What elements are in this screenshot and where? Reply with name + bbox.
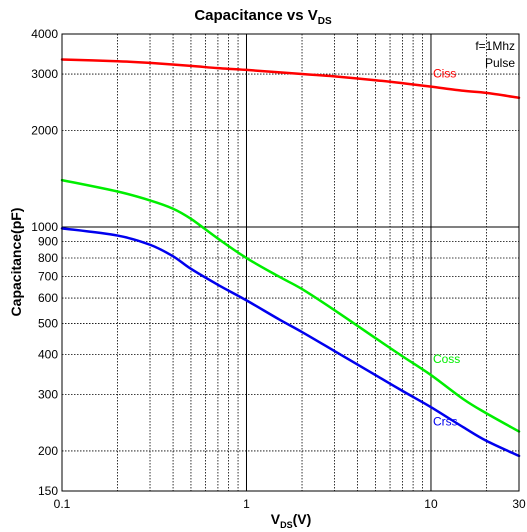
annotation-text: Pulse [485,56,515,70]
series-line-ciss [60,58,521,100]
x-tick-label: 30 [512,497,526,511]
annotation-layer: f=1Mhz Pulse [475,39,515,70]
y-tick-label: 150 [38,484,58,498]
x-tick-label: 0.1 [54,497,71,511]
series-layer [60,58,521,458]
x-tick-labels: 0.1 1 10 30 [54,497,526,511]
y-tick-label: 300 [38,388,58,402]
y-tick-label: 800 [38,251,58,265]
x-axis-label-main: V [271,511,281,527]
y-tick-label: 4000 [31,27,58,41]
series-label-crss: Crss [433,415,458,429]
chart-title: Capacitance vs VDS [194,7,332,27]
y-tick-label: 700 [38,270,58,284]
y-axis-label: Capacitance(pF) [8,208,24,317]
series-label-coss: Coss [433,352,460,366]
chart-title-main: Capacitance vs V [194,7,317,24]
annotation-text: f=1Mhz [475,39,515,53]
x-axis-label: VDS(V) [271,511,312,530]
y-tick-label: 3000 [31,67,58,81]
y-tick-label: 900 [38,235,58,249]
y-tick-label: 2000 [31,123,58,137]
grid-layer [62,34,519,491]
plot-frame [61,33,520,492]
series-label-ciss: Ciss [433,67,456,81]
series-labels: Ciss Coss Crss [433,67,460,429]
x-axis-label-suffix: (V) [293,511,312,527]
series-line-crss [60,227,521,458]
x-tick-label: 10 [424,497,438,511]
y-tick-label: 400 [38,347,58,361]
x-tick-label: 1 [243,497,250,511]
series-line-coss [60,178,521,433]
chart-title-subscript: DS [318,16,332,27]
y-tick-label: 600 [38,291,58,305]
y-tick-label: 500 [38,316,58,330]
x-axis-label-subscript: DS [280,520,293,530]
y-tick-label: 1000 [31,220,58,234]
y-tick-label: 200 [38,444,58,458]
